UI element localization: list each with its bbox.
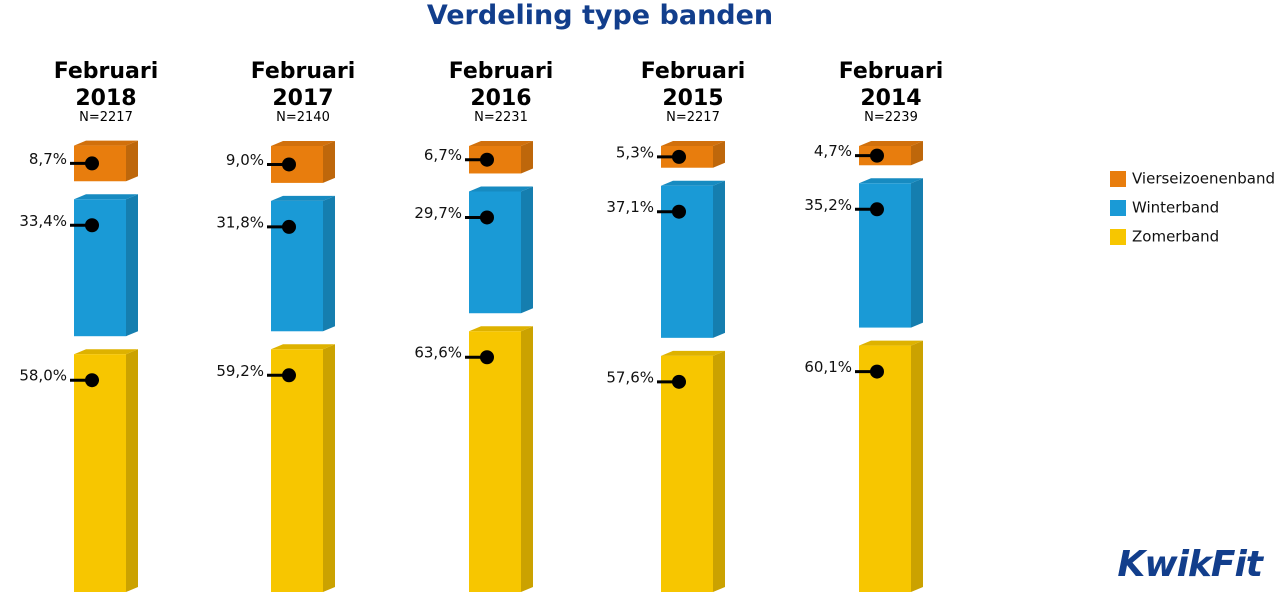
value-label: 35,2% bbox=[804, 196, 852, 214]
value-label: 9,0% bbox=[226, 151, 264, 169]
leader-dot bbox=[85, 156, 99, 171]
legend-swatch bbox=[1110, 171, 1126, 187]
legend-label: Zomerband bbox=[1132, 228, 1219, 246]
leader-dot bbox=[870, 202, 884, 217]
value-label: 31,8% bbox=[216, 213, 264, 231]
leader-dot bbox=[672, 149, 686, 164]
bar-side bbox=[521, 186, 533, 314]
sample-size: N=2231 bbox=[474, 110, 528, 125]
bar-side bbox=[911, 340, 923, 592]
value-label: 59,2% bbox=[216, 362, 264, 380]
leader-dot bbox=[85, 373, 99, 388]
bar-side bbox=[126, 140, 138, 182]
bar bbox=[271, 349, 323, 592]
legend-swatch bbox=[1110, 229, 1126, 245]
leader-dot bbox=[870, 148, 884, 163]
bar-top bbox=[74, 349, 138, 355]
category-label: Februari 2016 bbox=[448, 59, 554, 111]
bar-top bbox=[469, 186, 533, 192]
value-label: 33,4% bbox=[19, 212, 67, 230]
bar-side bbox=[521, 326, 533, 592]
bar-side bbox=[911, 178, 923, 328]
sample-size: N=2140 bbox=[276, 110, 330, 125]
bar-top bbox=[271, 141, 335, 146]
leader-dot bbox=[870, 364, 884, 379]
bar-side bbox=[323, 141, 335, 183]
legend-label: Winterband bbox=[1132, 199, 1219, 217]
bar-side bbox=[713, 180, 725, 338]
bar-side bbox=[713, 350, 725, 592]
bar-side bbox=[713, 141, 725, 168]
value-label: 58,0% bbox=[19, 367, 67, 385]
bar-top bbox=[271, 344, 335, 350]
bar bbox=[661, 185, 713, 338]
bar-top bbox=[74, 194, 138, 200]
bar-side bbox=[323, 344, 335, 592]
leader-dot bbox=[480, 210, 494, 225]
bar-side bbox=[911, 141, 923, 166]
legend-swatch bbox=[1110, 200, 1126, 216]
value-label: 5,3% bbox=[616, 143, 654, 161]
bar-side bbox=[126, 194, 138, 337]
category-label: Februari 2018 bbox=[53, 59, 159, 111]
leader-dot bbox=[282, 219, 296, 234]
bar bbox=[271, 200, 323, 332]
bar-side bbox=[323, 195, 335, 332]
value-label: 6,7% bbox=[424, 146, 462, 164]
bar bbox=[469, 331, 521, 592]
bar bbox=[661, 146, 713, 168]
logo: KwikFit bbox=[1117, 544, 1263, 585]
bar-top bbox=[661, 350, 725, 356]
leader-dot bbox=[480, 152, 494, 167]
chart-title: Verdeling type banden bbox=[426, 0, 774, 31]
leader-dot bbox=[282, 157, 296, 172]
value-label: 57,6% bbox=[606, 368, 654, 386]
sample-size: N=2217 bbox=[79, 110, 133, 125]
bar-top bbox=[469, 141, 533, 146]
category-label: Februari 2017 bbox=[250, 59, 356, 111]
bar-side bbox=[126, 349, 138, 592]
bar-top bbox=[271, 195, 335, 201]
sample-size: N=2239 bbox=[864, 110, 918, 125]
bar bbox=[74, 199, 126, 337]
bar-top bbox=[661, 180, 725, 186]
bar-top bbox=[859, 340, 923, 346]
leader-dot bbox=[85, 218, 99, 233]
category-label: Februari 2015 bbox=[640, 59, 746, 111]
leader-dot bbox=[672, 374, 686, 389]
value-label: 4,7% bbox=[814, 142, 852, 160]
bar-top bbox=[469, 326, 533, 332]
bar-side bbox=[521, 141, 533, 174]
value-label: 63,6% bbox=[414, 344, 462, 362]
value-label: 8,7% bbox=[29, 150, 67, 168]
leader-dot bbox=[282, 368, 296, 383]
sample-size: N=2217 bbox=[666, 110, 720, 125]
value-label: 37,1% bbox=[606, 198, 654, 216]
bar-top bbox=[859, 178, 923, 184]
leader-dot bbox=[480, 350, 494, 365]
bar-top bbox=[859, 141, 923, 146]
legend-label: Vierseizoenenband bbox=[1132, 170, 1275, 188]
bar bbox=[74, 354, 126, 592]
bar-top bbox=[661, 141, 725, 146]
bar bbox=[859, 345, 911, 592]
value-label: 60,1% bbox=[804, 358, 852, 376]
bar bbox=[469, 191, 521, 314]
category-label: Februari 2014 bbox=[838, 59, 944, 111]
bar-top bbox=[74, 140, 138, 146]
leader-dot bbox=[672, 204, 686, 219]
bar bbox=[859, 183, 911, 328]
value-label: 29,7% bbox=[414, 204, 462, 222]
bar bbox=[661, 355, 713, 592]
